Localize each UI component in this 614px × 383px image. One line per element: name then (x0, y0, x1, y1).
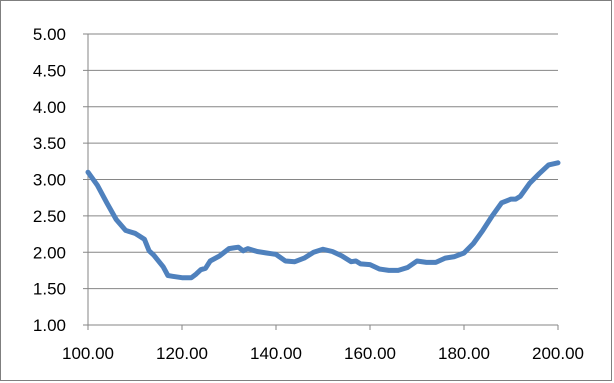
y-tick-label: 4.00 (33, 98, 66, 117)
x-tick-label: 200.00 (532, 344, 584, 363)
y-tick-label: 3.00 (33, 171, 66, 190)
y-tick-label: 4.50 (33, 61, 66, 80)
x-tick-label: 100.00 (62, 344, 114, 363)
series-line (85, 160, 561, 281)
y-tick-label: 1.00 (33, 316, 66, 335)
x-tick-label: 160.00 (344, 344, 396, 363)
y-tick-label: 2.50 (33, 207, 66, 226)
x-tick-label: 140.00 (250, 344, 302, 363)
y-tick-label: 1.50 (33, 280, 66, 299)
x-tick-label: 180.00 (438, 344, 490, 363)
y-tick-label: 5.00 (33, 25, 66, 44)
y-tick-label: 2.00 (33, 243, 66, 262)
x-tick-label: 120.00 (156, 344, 208, 363)
y-tick-label: 3.50 (33, 134, 66, 153)
